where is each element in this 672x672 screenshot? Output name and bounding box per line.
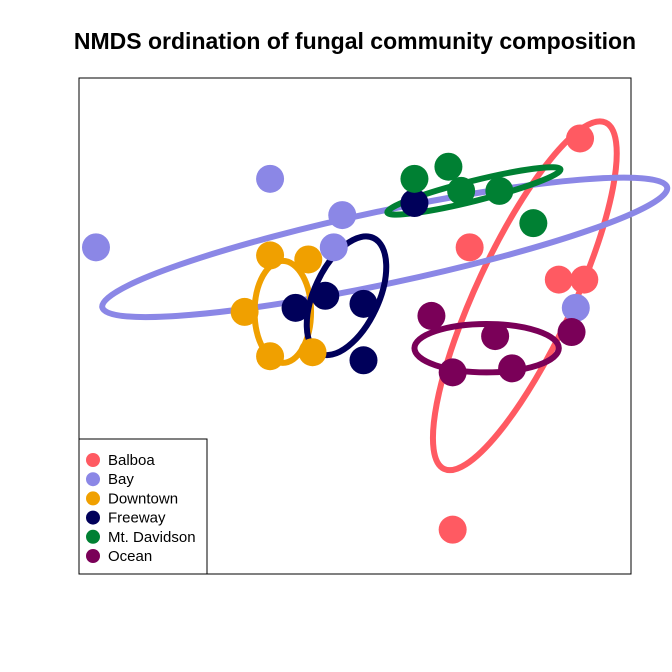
ellipse-bay bbox=[99, 174, 671, 321]
point-downtown-3 bbox=[230, 297, 259, 326]
point-balboa-5 bbox=[438, 515, 467, 544]
legend-label-balboa: Balboa bbox=[108, 452, 155, 469]
point-bay-5 bbox=[561, 293, 590, 322]
plot-frame bbox=[78, 77, 632, 575]
legend-label-mt-davidson: Mt. Davidson bbox=[108, 529, 196, 546]
point-downtown-5 bbox=[298, 338, 327, 367]
point-mt-davidson-2 bbox=[400, 164, 429, 193]
point-bay-2 bbox=[256, 164, 285, 193]
legend-marker-balboa bbox=[86, 453, 100, 467]
legend-marker-mt-davidson bbox=[86, 529, 100, 544]
point-ocean-4 bbox=[498, 354, 527, 383]
point-freeway-5 bbox=[349, 346, 378, 375]
point-ocean-5 bbox=[557, 318, 586, 347]
legend-marker-freeway bbox=[86, 510, 100, 525]
point-balboa-2 bbox=[455, 233, 484, 262]
point-bay-1 bbox=[81, 233, 110, 262]
legend-label-freeway: Freeway bbox=[108, 510, 166, 527]
legend-marker-bay bbox=[86, 472, 100, 487]
point-freeway-1 bbox=[400, 189, 429, 218]
legend-label-downtown: Downtown bbox=[108, 490, 178, 507]
point-freeway-4 bbox=[349, 289, 378, 318]
point-balboa-3 bbox=[544, 265, 573, 294]
point-freeway-3 bbox=[311, 281, 340, 310]
point-mt-davidson-3 bbox=[447, 176, 476, 205]
point-bay-3 bbox=[328, 201, 357, 230]
point-downtown-4 bbox=[256, 342, 285, 371]
point-layer bbox=[81, 124, 599, 544]
legend-marker-downtown bbox=[86, 491, 100, 506]
ellipse-mt-davidson bbox=[384, 164, 564, 218]
legend-box bbox=[78, 438, 208, 575]
point-ocean-2 bbox=[438, 358, 467, 387]
point-ocean-3 bbox=[481, 322, 510, 351]
point-bay-4 bbox=[319, 233, 348, 262]
point-balboa-4 bbox=[570, 265, 599, 294]
legend-label-ocean: Ocean bbox=[108, 548, 152, 565]
point-ocean-1 bbox=[417, 301, 446, 330]
point-freeway-2 bbox=[281, 293, 310, 322]
point-mt-davidson-4 bbox=[485, 176, 514, 205]
chart-title: NMDS ordination of fungal community comp… bbox=[74, 28, 636, 54]
ellipse-layer bbox=[99, 118, 671, 474]
ellipse-ocean bbox=[411, 320, 562, 376]
legend-marker-ocean bbox=[86, 549, 100, 563]
point-balboa-1 bbox=[566, 124, 595, 153]
point-downtown-1 bbox=[256, 241, 285, 270]
legend-label-bay: Bay bbox=[108, 471, 134, 488]
point-mt-davidson-5 bbox=[519, 209, 548, 238]
legend: Balboa Bay Downtown Freeway Mt. Davidson Ocea… bbox=[78, 438, 208, 575]
point-downtown-2 bbox=[294, 245, 323, 274]
point-mt-davidson-1 bbox=[434, 152, 463, 181]
